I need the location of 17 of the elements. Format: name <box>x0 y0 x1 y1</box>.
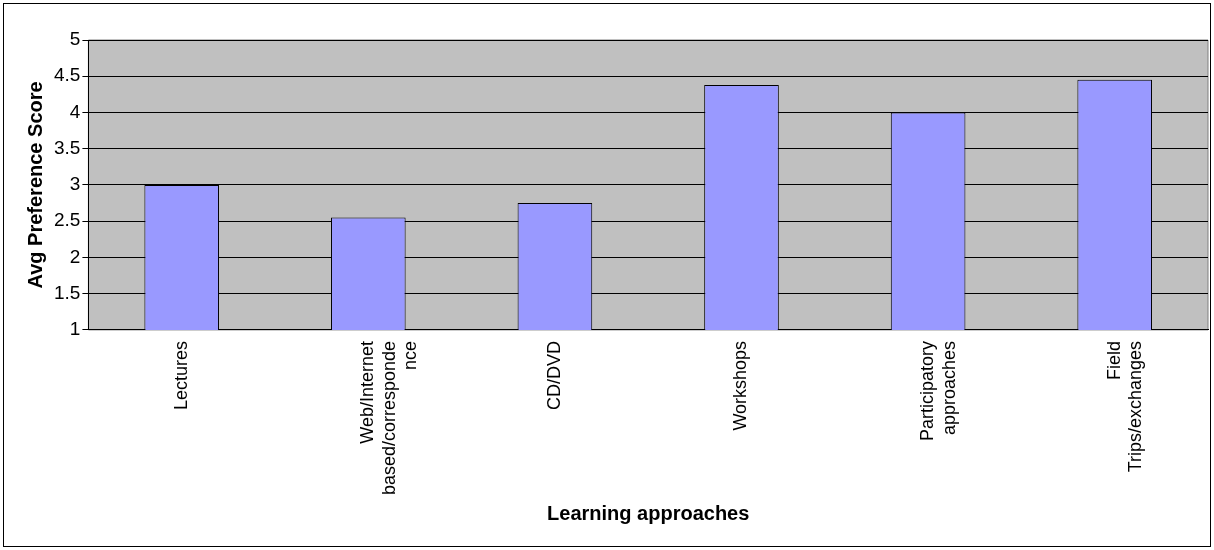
x-tick-label: Web/Internet based/correspondence <box>357 340 421 495</box>
y-tick-label: 1 <box>69 318 81 340</box>
y-tick-label: 4.5 <box>53 64 81 86</box>
y-tick-label: 2 <box>69 245 81 267</box>
y-tick-label: 2.5 <box>53 209 81 231</box>
y-tick-label: 4 <box>69 100 81 122</box>
y-tick-label: 3.5 <box>53 136 81 158</box>
x-axis-title: Learning approaches <box>547 501 750 524</box>
x-tick-label: Participatory approaches <box>917 340 959 441</box>
x-tick-label: CD/DVD <box>543 340 564 410</box>
y-tick-label: 5 <box>69 28 81 50</box>
y-tick-label: 3 <box>69 173 81 195</box>
x-tick-label: Field Trips/exchanges <box>1103 340 1146 473</box>
x-tick-label: Lectures <box>170 340 191 410</box>
y-axis-title: Avg Preference Score <box>23 81 46 289</box>
x-tick-label: Workshops <box>730 340 751 431</box>
y-tick-label: 1.5 <box>53 281 81 303</box>
